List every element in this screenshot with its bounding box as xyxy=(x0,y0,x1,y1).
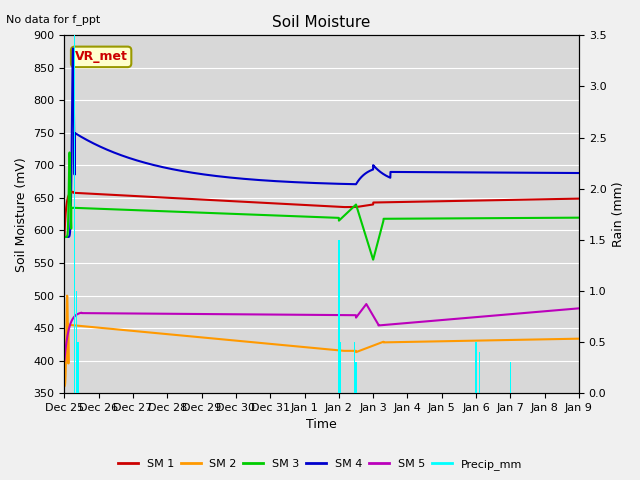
X-axis label: Time: Time xyxy=(307,419,337,432)
Bar xyxy=(340,342,341,393)
Bar xyxy=(77,342,79,393)
Bar xyxy=(479,352,480,393)
Bar xyxy=(355,362,356,393)
Y-axis label: Rain (mm): Rain (mm) xyxy=(612,181,625,247)
Bar xyxy=(509,362,511,393)
Bar xyxy=(476,342,477,393)
Bar xyxy=(353,342,355,393)
Title: Soil Moisture: Soil Moisture xyxy=(273,15,371,30)
Bar xyxy=(74,36,76,393)
Bar xyxy=(338,240,340,393)
Text: VR_met: VR_met xyxy=(75,50,127,63)
Bar xyxy=(76,291,77,393)
Text: No data for f_ppt: No data for f_ppt xyxy=(6,14,100,25)
Legend: SM 1, SM 2, SM 3, SM 4, SM 5, Precip_mm: SM 1, SM 2, SM 3, SM 4, SM 5, Precip_mm xyxy=(113,455,527,474)
Y-axis label: Soil Moisture (mV): Soil Moisture (mV) xyxy=(15,157,28,272)
